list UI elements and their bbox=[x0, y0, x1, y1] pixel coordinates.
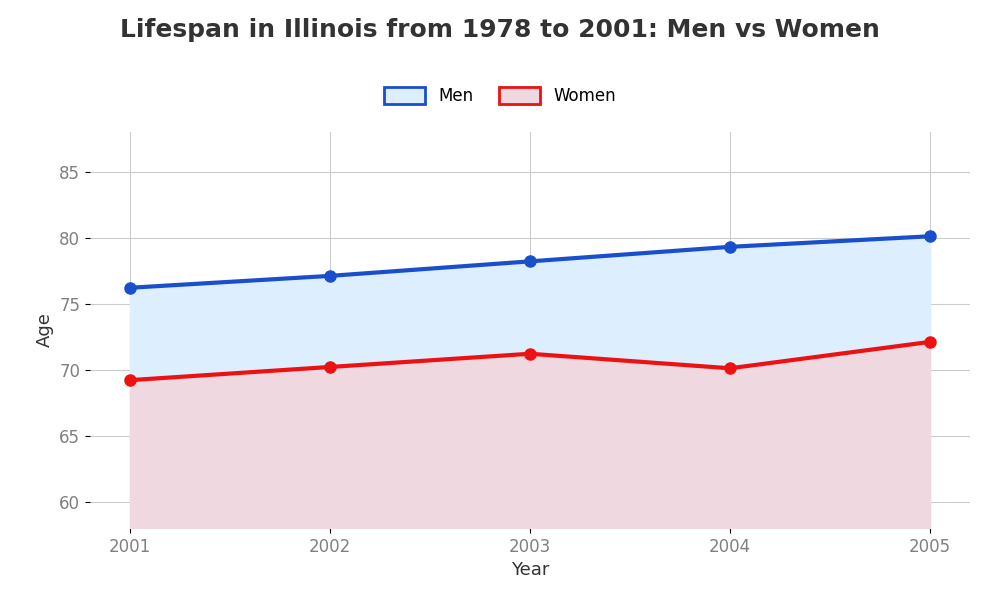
Men bbox=[324, 272, 336, 280]
Men bbox=[924, 233, 936, 240]
Women bbox=[324, 364, 336, 371]
Women bbox=[724, 365, 736, 372]
Men bbox=[124, 284, 136, 292]
Y-axis label: Age: Age bbox=[36, 313, 54, 347]
Line: Women: Women bbox=[124, 337, 936, 386]
Legend: Men, Women: Men, Women bbox=[377, 80, 623, 112]
Women bbox=[924, 338, 936, 346]
Women bbox=[124, 377, 136, 384]
X-axis label: Year: Year bbox=[511, 561, 549, 579]
Text: Lifespan in Illinois from 1978 to 2001: Men vs Women: Lifespan in Illinois from 1978 to 2001: … bbox=[120, 18, 880, 42]
Women bbox=[524, 350, 536, 358]
Men bbox=[724, 243, 736, 250]
Line: Men: Men bbox=[124, 231, 936, 293]
Men bbox=[524, 258, 536, 265]
